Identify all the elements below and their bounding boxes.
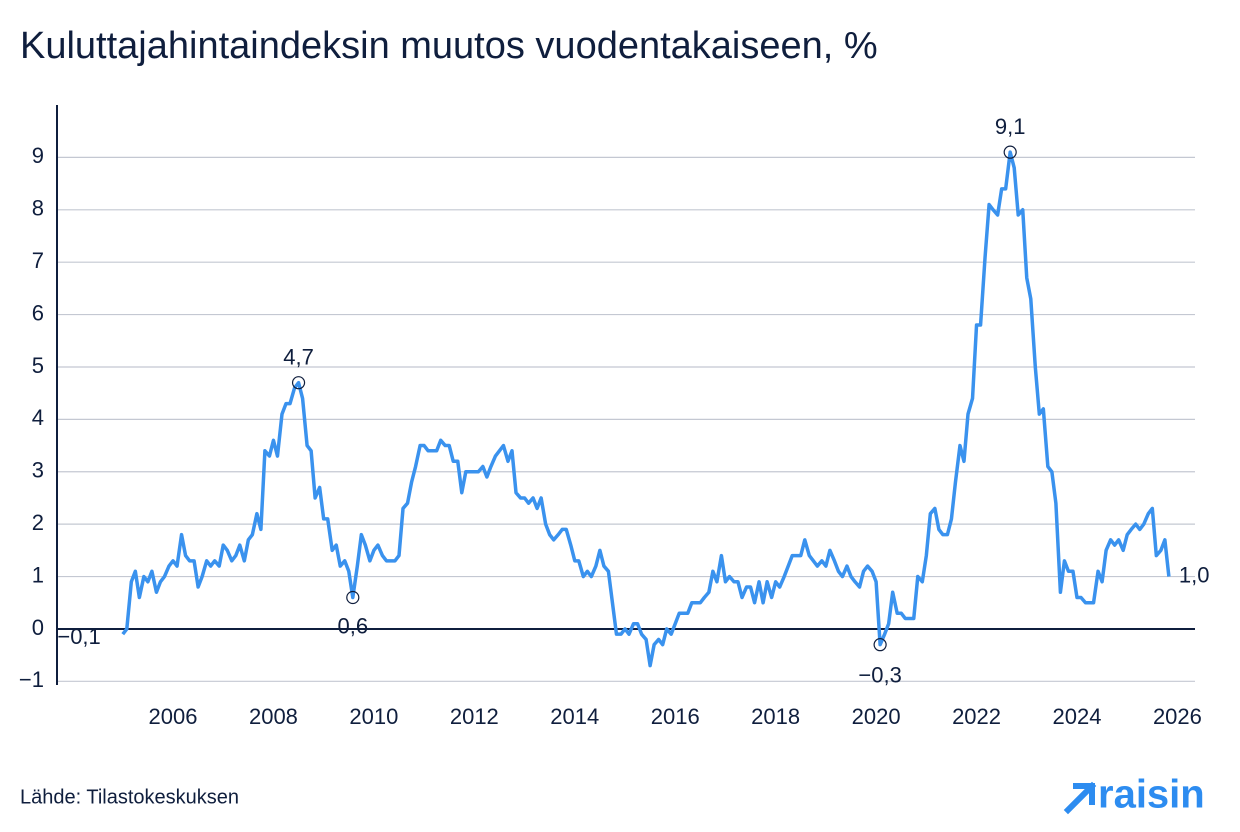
annotation-marker [1003, 145, 1017, 159]
x-tick-label: 2012 [450, 704, 499, 729]
logo-arrow [1063, 781, 1097, 815]
y-tick-label: 5 [32, 353, 44, 378]
x-tick-label: 2020 [852, 704, 901, 729]
x-tick-label: 2008 [249, 704, 298, 729]
annotation-label: 4,7 [283, 344, 314, 369]
y-tick-label: −1 [19, 667, 44, 692]
brand-logo: raisin [1063, 773, 1205, 817]
x-tick-label: 2024 [1053, 704, 1102, 729]
y-tick-label: 0 [32, 615, 44, 640]
x-tick-label: 2016 [651, 704, 700, 729]
annotation-label: 9,1 [995, 114, 1026, 139]
brand-name: raisin [1098, 773, 1205, 817]
y-tick-label: 1 [32, 562, 44, 587]
y-tick-label: 4 [32, 405, 44, 430]
y-tick-label: 2 [32, 510, 44, 535]
x-tick-label: 2018 [751, 704, 800, 729]
x-tick-label: 2022 [952, 704, 1001, 729]
y-tick-label: 7 [32, 248, 44, 273]
x-tick-label: 2014 [550, 704, 599, 729]
x-tick-label: 2006 [149, 704, 198, 729]
annotation-marker [291, 376, 306, 390]
annotation-label: 1,0 [1179, 562, 1210, 587]
annotation-label: −0,1 [57, 624, 100, 649]
source: Lähde: Tilastokeskuksen [20, 786, 239, 808]
x-tick-label: 2010 [349, 704, 398, 729]
y-tick-label: 8 [32, 196, 44, 221]
annotation-marker [873, 638, 887, 652]
y-tick-label: 6 [32, 300, 44, 325]
y-tick-label: 9 [32, 143, 44, 168]
y-tick-label: 3 [32, 458, 44, 483]
x-tick-label: 2026 [1153, 704, 1202, 729]
annotation-label: 0,6 [338, 613, 369, 638]
data-line [121, 150, 1171, 668]
annotation-label: −0,3 [858, 662, 901, 687]
chart-title: Kuluttajahintaindeksin muutos vuodentaka… [20, 25, 878, 67]
annotation-marker [346, 590, 360, 605]
